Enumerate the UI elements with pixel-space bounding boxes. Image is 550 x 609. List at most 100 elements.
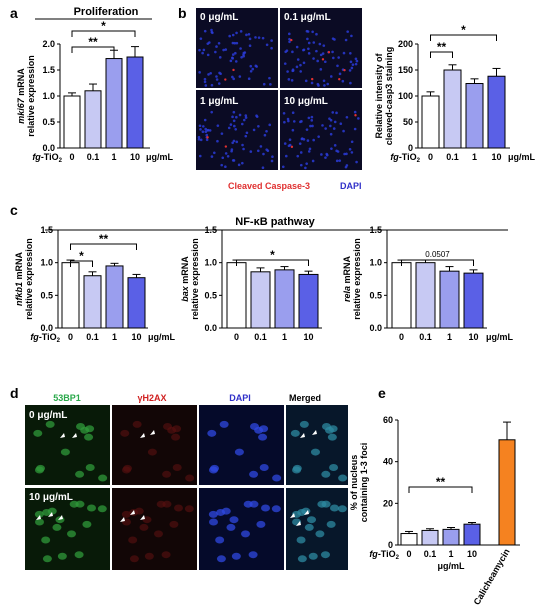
nucleus-dot <box>203 77 207 81</box>
y-tick-label: 0.0 <box>369 323 382 333</box>
nucleus-dot <box>243 51 247 54</box>
panel-label-b: b <box>178 5 187 21</box>
nucleus-blob <box>34 510 44 518</box>
nucleus-dot <box>329 75 333 78</box>
nucleus-dot <box>332 127 336 130</box>
y-axis-label-2: relative expression <box>26 55 36 137</box>
x-unit-label: μg/mL <box>148 332 176 342</box>
y-tick-label: 60 <box>383 415 393 425</box>
nucleus-dot <box>234 60 238 63</box>
nucleus-dot <box>331 50 334 54</box>
nucleus-dot <box>299 63 302 67</box>
panel-b-micrographs: 0 μg/mL 0.1 μg/mL 1 μg/mL 10 μg/mL <box>196 8 362 170</box>
x-unit-label: μg/mL <box>508 152 536 162</box>
x-tick-label: 0 <box>399 332 404 342</box>
nucleus-blob <box>259 464 269 472</box>
nucleus-dot <box>296 154 300 158</box>
nucleus-dot <box>224 48 228 51</box>
nucleus-dot <box>349 81 352 85</box>
arrowhead-marker <box>296 521 301 526</box>
nucleus-dot <box>215 78 219 81</box>
nucleus-dot <box>329 118 333 122</box>
nucleus-dot <box>215 45 218 48</box>
nucleus-blob <box>36 464 46 472</box>
bar-0.1 <box>83 275 102 329</box>
significance-label: * <box>270 248 275 262</box>
y-axis-label-2: containing 1-3 foci <box>359 443 369 523</box>
nucleus-dot <box>302 48 306 52</box>
nucleus-dot <box>257 36 261 39</box>
nucleus-dot <box>238 113 242 117</box>
bar-1 <box>274 269 295 329</box>
significance-bracket <box>401 259 474 266</box>
nucleus-blob <box>171 433 181 441</box>
nucleus-dot <box>288 40 291 44</box>
x-tick-label: 0 <box>406 549 411 559</box>
nucleus-blob <box>75 470 85 478</box>
nucleus-dot <box>213 151 216 155</box>
nucleus-blob <box>215 536 225 544</box>
x-tick-label: 10 <box>303 332 313 342</box>
nucleus-dot <box>255 115 259 118</box>
nucleus-dot <box>335 159 339 163</box>
bar-Calicheamycin <box>498 439 516 546</box>
x-tick-label: 0.1 <box>419 332 432 342</box>
nucleus-dot <box>335 111 338 115</box>
nucleus-blob <box>315 530 325 538</box>
nucleus-dot <box>230 149 233 153</box>
bar-0.1 <box>443 69 462 149</box>
nucleus-blob <box>121 510 131 518</box>
nucleus-dot <box>244 116 248 119</box>
bar-0 <box>391 262 412 329</box>
nucleus-dot <box>233 124 236 128</box>
nucleus-dot <box>311 159 315 163</box>
nucleus-blob <box>327 433 337 441</box>
legend-cleaved-caspase3: Cleaved Caspase-3 <box>228 181 310 191</box>
nucleus-dot <box>281 165 285 169</box>
nucleus-dot <box>319 53 323 57</box>
chart-c3: 0.0 0.5 1.0 1.5 rela mRNA relative expression… <box>342 225 514 342</box>
nucleus-blob <box>256 520 266 528</box>
x-tick-label: 10 <box>468 332 478 342</box>
nucleus-dot <box>291 111 295 115</box>
nucleus-blob <box>231 552 241 560</box>
nucleus-dot <box>322 44 326 47</box>
nucleus-blob <box>97 505 107 513</box>
nucleus-dot <box>305 162 308 165</box>
y-axis-label: nfkb1 mRNA <box>14 251 24 306</box>
nucleus-blob <box>139 523 149 531</box>
nucleus-blob <box>307 516 317 524</box>
nucleus-blob <box>290 429 300 437</box>
nucleus-dot <box>353 110 357 114</box>
nucleus-blob <box>308 552 318 560</box>
nucleus-blob <box>120 429 130 437</box>
arrowhead-marker <box>300 433 305 438</box>
arrowhead-marker <box>72 433 77 438</box>
nucleus-blob <box>161 551 171 559</box>
nucleus-dot <box>231 53 235 56</box>
y-tick-label: 200 <box>398 39 413 49</box>
nucleus-dot <box>266 149 270 152</box>
nucleus-dot <box>299 151 303 154</box>
nucleus-dot <box>216 124 220 127</box>
bar-1 <box>105 265 124 329</box>
nucleus-blob <box>219 420 229 428</box>
nucleus-dot <box>329 124 332 128</box>
nucleus-blob <box>208 510 218 518</box>
nucleus-dot <box>268 76 271 80</box>
nucleus-dot <box>270 39 273 42</box>
nucleus-dot <box>324 156 327 159</box>
nucleus-dot <box>306 30 310 33</box>
bar-0 <box>421 95 440 149</box>
nucleus-blob <box>304 523 314 531</box>
caspase-dot <box>343 68 346 72</box>
nucleus-dot <box>310 81 314 85</box>
caspase-dot <box>327 51 331 54</box>
y-tick-label: 0.5 <box>40 290 53 300</box>
x-tick-label: 0.1 <box>87 152 100 162</box>
nucleus-dot <box>224 165 227 169</box>
nucleus-dot <box>202 125 205 128</box>
nucleus-dot <box>240 122 244 126</box>
significance-label: ** <box>436 475 446 489</box>
